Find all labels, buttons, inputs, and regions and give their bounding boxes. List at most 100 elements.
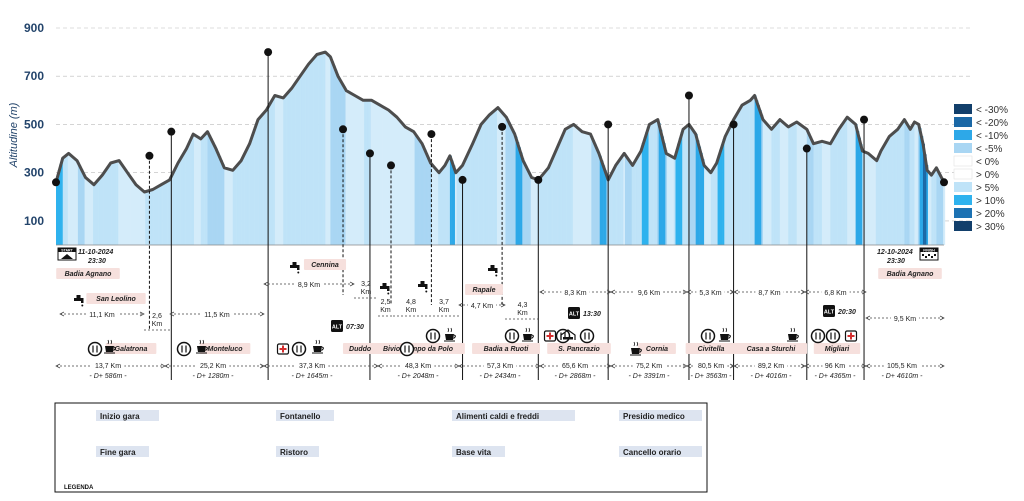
icon-spout [425, 284, 428, 289]
slope-bar [761, 114, 764, 245]
cup-icon [312, 339, 324, 354]
slope-bar [385, 108, 388, 245]
icon-spout [495, 268, 498, 273]
slope-bar [165, 181, 168, 245]
slope-bar [485, 117, 488, 245]
slope-bar [128, 173, 131, 245]
total-distance: 13,7 Km [95, 363, 121, 370]
slope-bar [643, 137, 646, 245]
slope-bar [353, 95, 356, 245]
slope-bar [340, 80, 343, 245]
arrow-head [377, 363, 383, 369]
slope-bar [843, 119, 846, 245]
slope-bar [417, 137, 420, 245]
slope-bar [428, 157, 431, 245]
slope-bar [259, 115, 262, 246]
icon-cup [313, 346, 322, 352]
slope-bar [941, 177, 944, 245]
icon-box [823, 305, 835, 317]
icon-cross [847, 335, 855, 337]
slope-bar [884, 142, 887, 245]
icon-shape [61, 254, 73, 259]
total-distance: 89,2 Km [758, 363, 784, 370]
slope-bar [497, 108, 500, 245]
slope-bar [502, 112, 505, 245]
slope-bar [429, 161, 432, 245]
tap-icon [418, 281, 428, 293]
arrow-head [865, 363, 871, 369]
slope-bar [180, 155, 183, 245]
slope-bar [768, 125, 771, 245]
slope-bar [779, 119, 782, 245]
icon-ring [87, 341, 103, 357]
slope-bar [857, 131, 860, 245]
slope-bar [655, 120, 658, 245]
segment-distance: 6,8 Km [824, 290, 846, 297]
icon-text: ALT [332, 324, 343, 330]
slope-bar [441, 167, 444, 245]
slope-bar [199, 137, 202, 245]
slope-bar [328, 55, 331, 245]
slope-bar [803, 126, 806, 245]
slope-swatch [954, 182, 972, 192]
slope-bar [746, 101, 749, 245]
slope-bar [769, 127, 772, 245]
total-elevation-gain: - D+ 4610m - [881, 373, 923, 380]
refreshment-icon [291, 341, 307, 357]
slope-bar [93, 183, 96, 245]
slope-bar [301, 71, 304, 246]
slope-bar [320, 53, 323, 245]
slope-bar [638, 152, 641, 245]
slope-bar [321, 52, 324, 245]
place-label: Civitella [698, 346, 725, 353]
slope-bar [173, 168, 176, 245]
slope-bar [454, 170, 457, 245]
slope-bar [57, 170, 60, 245]
slope-bar [532, 177, 535, 245]
checkpoint-dot [729, 120, 738, 129]
slope-bar [303, 68, 306, 245]
slope-bar [808, 132, 811, 245]
segment-bg [755, 288, 784, 296]
slope-bar [631, 163, 634, 245]
place-label-bg [547, 343, 611, 354]
slope-bar [619, 156, 622, 245]
slope-bar [182, 152, 185, 245]
slope-bar [924, 154, 927, 245]
slope-bar [167, 180, 170, 245]
slope-bar [352, 94, 355, 245]
slope-bar [119, 161, 122, 245]
slope-bar [108, 164, 111, 245]
slope-bar [98, 177, 101, 245]
slope-bar [571, 124, 574, 245]
total-elevation-gain: - D+ 1645m - [291, 373, 333, 380]
slope-bar [729, 124, 732, 245]
slope-bar [675, 149, 678, 245]
place-label-bg [465, 284, 503, 295]
cup-icon [522, 327, 534, 342]
slope-bar [71, 155, 74, 245]
slope-bar [874, 158, 877, 245]
total-elevation-gain: - D+ 3391m - [628, 373, 670, 380]
slope-bar [263, 111, 266, 245]
segment-line: Km [439, 307, 450, 314]
slope-bar [677, 143, 680, 245]
slope-bar [364, 100, 367, 245]
checkpoint-dot [458, 175, 467, 184]
slope-bar [419, 140, 422, 245]
slope-bar [756, 100, 759, 245]
slope-bar [917, 123, 920, 245]
legend-label: Cancello orario [623, 448, 681, 457]
checkpoint-dot [52, 178, 60, 187]
slope-bar [231, 169, 234, 245]
icon-pipe [290, 265, 299, 268]
slope-bar [890, 133, 893, 245]
slope-bar [604, 170, 607, 245]
slope-bar [177, 161, 180, 245]
legend-label-bg [619, 410, 702, 421]
slope-bar [840, 124, 843, 245]
place-label: Rapale [473, 287, 496, 294]
slope-bar [316, 54, 319, 245]
checkpoint-dot [498, 122, 507, 131]
slope-swatch [954, 208, 972, 218]
